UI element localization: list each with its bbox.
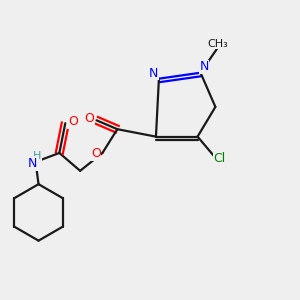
Text: N: N bbox=[149, 67, 158, 80]
Text: O: O bbox=[68, 115, 78, 128]
Text: H: H bbox=[33, 151, 41, 161]
Text: O: O bbox=[91, 147, 101, 161]
Text: Cl: Cl bbox=[214, 152, 226, 165]
Text: N: N bbox=[28, 157, 37, 170]
Text: CH₃: CH₃ bbox=[207, 39, 228, 49]
Text: O: O bbox=[84, 112, 94, 125]
Text: N: N bbox=[200, 60, 209, 73]
